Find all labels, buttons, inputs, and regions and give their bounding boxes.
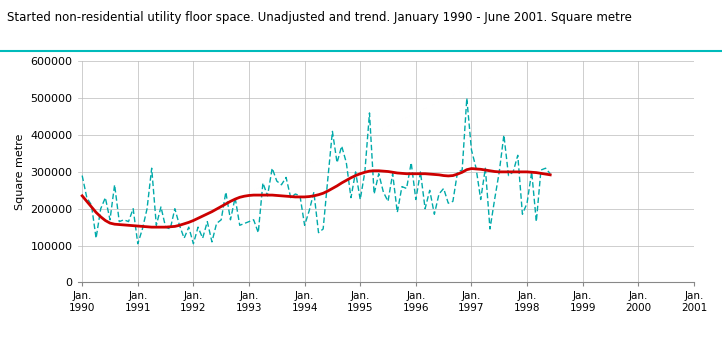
Y-axis label: Square metre: Square metre xyxy=(15,134,25,210)
Text: Started non-residential utility floor space. Unadjusted and trend. January 1990 : Started non-residential utility floor sp… xyxy=(7,11,632,24)
